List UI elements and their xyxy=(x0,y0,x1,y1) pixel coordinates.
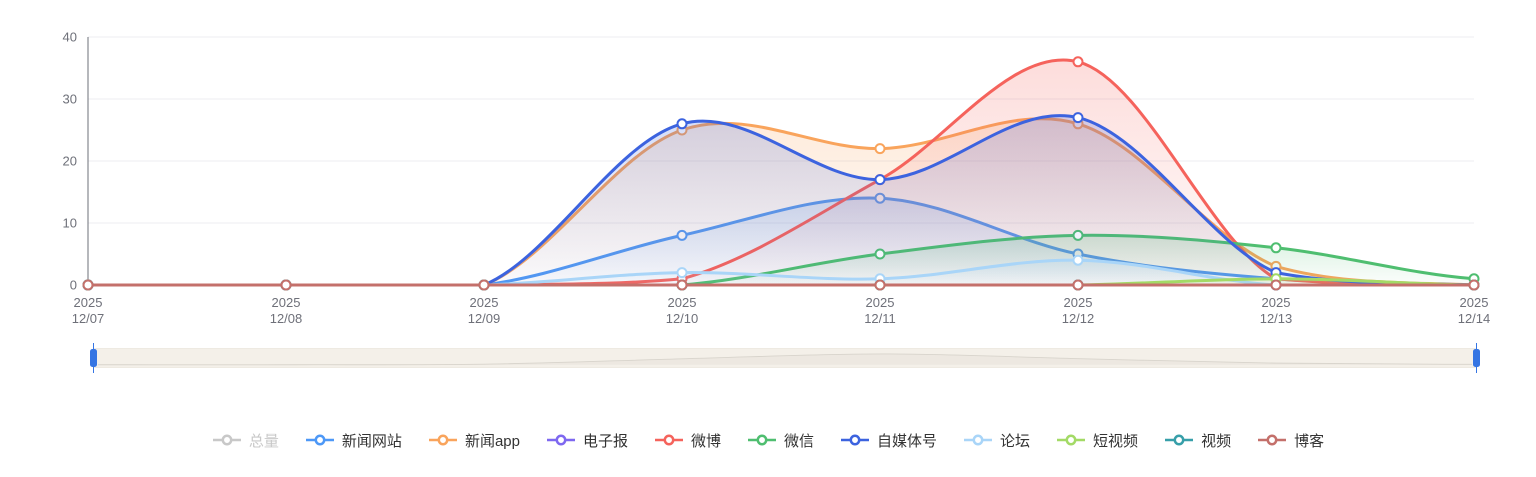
legend-line-icon xyxy=(305,434,334,446)
legend-line-icon xyxy=(748,434,776,446)
x-axis-tick-date: 12/08 xyxy=(270,311,303,326)
x-axis-tick-date: 12/10 xyxy=(666,311,699,326)
data-point-自媒体号[interactable] xyxy=(874,174,886,186)
x-axis-tick-year: 2025 xyxy=(1460,295,1489,310)
x-axis-tick-year: 2025 xyxy=(272,295,301,310)
data-point-博客[interactable] xyxy=(1270,279,1282,291)
data-point-新闻app[interactable] xyxy=(874,143,886,155)
x-axis-tick-date: 12/14 xyxy=(1458,311,1491,326)
data-point-微信[interactable] xyxy=(1270,242,1282,254)
legend-line-icon xyxy=(1057,434,1086,446)
x-axis-tick-year: 2025 xyxy=(470,295,499,310)
x-axis-tick-year: 2025 xyxy=(1262,295,1291,310)
legend-label: 短视频 xyxy=(1093,432,1139,450)
data-point-博客[interactable] xyxy=(676,279,688,291)
legend-label: 论坛 xyxy=(1000,432,1031,450)
legend: 总量 新闻网站 新闻app 电子报 微博 微信 自媒体号 论坛 短视频 视频 博客 xyxy=(0,424,1536,456)
datazoom-shadow-line xyxy=(97,353,1473,366)
legend-item-微博[interactable]: 微博 xyxy=(641,430,734,451)
data-point-自媒体号[interactable] xyxy=(1072,112,1084,124)
datazoom-right-handle[interactable] xyxy=(1473,343,1480,373)
legend-label: 视频 xyxy=(1201,432,1232,450)
series-area-自媒体号 xyxy=(88,115,1474,285)
x-axis-tick-year: 2025 xyxy=(866,295,895,310)
series-area-论坛 xyxy=(88,260,1474,285)
legend-label: 自媒体号 xyxy=(877,432,938,450)
legend-line-icon xyxy=(841,434,870,446)
x-axis-tick-year: 2025 xyxy=(1064,295,1093,310)
legend-item-博客[interactable]: 博客 xyxy=(1244,430,1337,451)
legend-item-电子报[interactable]: 电子报 xyxy=(533,430,641,451)
legend-label: 微信 xyxy=(784,432,815,450)
x-axis-tick-date: 12/07 xyxy=(72,311,105,326)
x-axis-tick-date: 12/12 xyxy=(1062,311,1095,326)
datazoom-slider[interactable] xyxy=(90,343,1480,373)
legend-line-icon xyxy=(964,434,993,446)
legend-label: 总量 xyxy=(248,432,279,450)
legend-item-总量[interactable]: 总量 xyxy=(199,430,292,451)
legend-item-自媒体号[interactable]: 自媒体号 xyxy=(827,430,950,451)
legend-label: 电子报 xyxy=(582,432,628,450)
data-point-博客[interactable] xyxy=(874,279,886,291)
data-point-微博[interactable] xyxy=(1072,56,1084,68)
x-axis-tick-year: 2025 xyxy=(668,295,697,310)
datazoom-shadow-fill xyxy=(97,353,1473,365)
legend-label: 新闻网站 xyxy=(341,432,402,450)
data-point-博客[interactable] xyxy=(478,279,490,291)
legend-line-icon xyxy=(428,434,457,446)
datazoom-data-shadow xyxy=(97,353,1473,366)
legend-line-icon xyxy=(546,434,575,446)
datazoom-left-handle[interactable] xyxy=(90,343,97,373)
legend-item-新闻网站[interactable]: 新闻网站 xyxy=(292,430,415,451)
legend-item-微信[interactable]: 微信 xyxy=(734,430,827,451)
data-point-博客[interactable] xyxy=(1468,279,1480,291)
data-point-论坛[interactable] xyxy=(1072,254,1084,266)
x-axis-tick-date: 12/11 xyxy=(864,311,896,326)
y-axis-tick-label: 20 xyxy=(63,154,77,169)
x-axis-tick-date: 12/13 xyxy=(1260,311,1293,326)
legend-item-视频[interactable]: 视频 xyxy=(1151,430,1244,451)
chart-canvas[interactable]: 010203040202512/07202512/08202512/092025… xyxy=(0,0,1536,334)
data-point-博客[interactable] xyxy=(1072,279,1084,291)
legend-label: 微博 xyxy=(690,432,721,450)
data-point-博客[interactable] xyxy=(82,279,94,291)
x-axis-tick-date: 12/09 xyxy=(468,311,501,326)
legend-line-icon xyxy=(212,434,241,446)
legend-line-icon xyxy=(1258,434,1287,446)
legend-item-新闻app[interactable]: 新闻app xyxy=(415,430,533,451)
legend-item-短视频[interactable]: 短视频 xyxy=(1043,430,1151,451)
legend-line-icon xyxy=(1165,434,1194,446)
y-axis-tick-label: 0 xyxy=(70,278,77,293)
y-axis-tick-label: 10 xyxy=(63,216,77,231)
y-axis-tick-label: 30 xyxy=(63,92,77,107)
legend-line-icon xyxy=(654,434,683,446)
legend-label: 新闻app xyxy=(464,432,520,450)
y-axis-tick-label: 40 xyxy=(63,30,77,45)
legend-item-论坛[interactable]: 论坛 xyxy=(950,430,1043,451)
data-point-博客[interactable] xyxy=(280,279,292,291)
data-point-自媒体号[interactable] xyxy=(676,118,688,130)
x-axis-tick-year: 2025 xyxy=(74,295,103,310)
data-point-论坛[interactable] xyxy=(676,267,688,279)
legend-label: 博客 xyxy=(1294,432,1325,450)
